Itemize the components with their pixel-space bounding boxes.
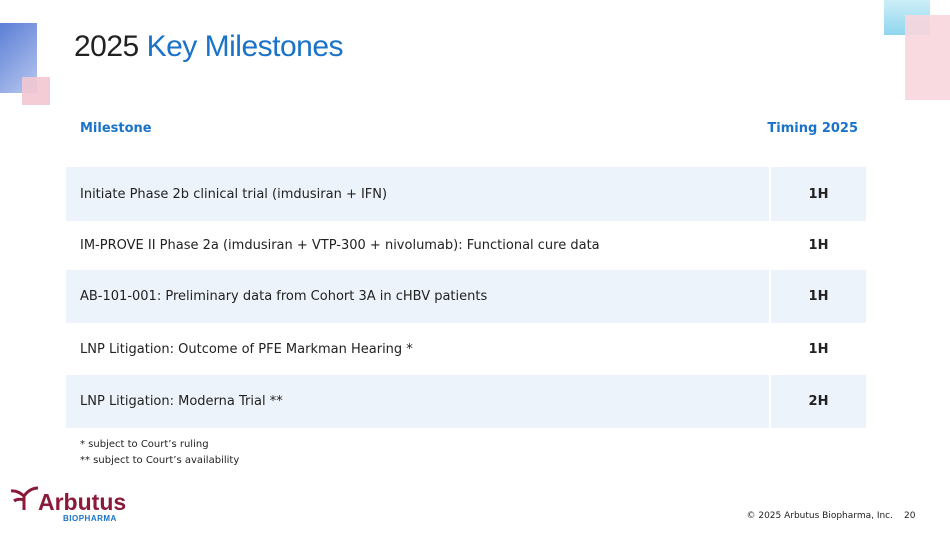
milestone-cell: IM-PROVE II Phase 2a (imdusiran + VTP-30… <box>80 238 600 253</box>
column-header: Milestone <box>80 121 152 136</box>
page-number: 20 <box>904 511 916 521</box>
table-row: LNP Litigation: Moderna Trial ** 2H <box>66 375 866 428</box>
milestone-cell: Initiate Phase 2b clinical trial (imdusi… <box>80 186 388 202</box>
logo-name: Arbutus <box>38 489 127 515</box>
decor-square <box>905 15 950 100</box>
copyright: © 2025 Arbutus Biopharma, Inc. <box>746 511 893 521</box>
timing-cell: 1H <box>769 221 866 270</box>
title: 2025 Key Milestones <box>74 30 344 64</box>
timing-cell: 1H <box>769 167 866 221</box>
logo-sub: BIOPHARMA <box>63 514 117 523</box>
timing-cell: 1H <box>769 323 866 375</box>
milestone-cell: AB-101-001: Preliminary data from Cohort… <box>80 289 488 304</box>
table-row: Initiate Phase 2b clinical trial (imdusi… <box>66 167 866 221</box>
milestone-cell: LNP Litigation: Moderna Trial ** <box>80 394 283 409</box>
table-row: LNP Litigation: Outcome of PFE Markman H… <box>66 323 866 375</box>
title-lead: 2025 <box>74 30 139 63</box>
decor-square <box>22 77 50 105</box>
table-row: AB-101-001: Preliminary data from Cohort… <box>66 270 866 323</box>
footnote: * subject to Court’s ruling <box>80 439 209 450</box>
column-header: Timing 2025 <box>767 121 858 136</box>
title-highlight: Key Milestones <box>146 30 344 63</box>
footnote: ** subject to Court’s availability <box>80 455 240 466</box>
milestone-cell: LNP Litigation: Outcome of PFE Markman H… <box>80 341 413 357</box>
timing-cell: 1H <box>769 270 866 323</box>
table-row: IM-PROVE II Phase 2a (imdusiran + VTP-30… <box>66 221 866 270</box>
timing-cell: 2H <box>769 375 866 428</box>
logo-icon <box>10 486 39 510</box>
